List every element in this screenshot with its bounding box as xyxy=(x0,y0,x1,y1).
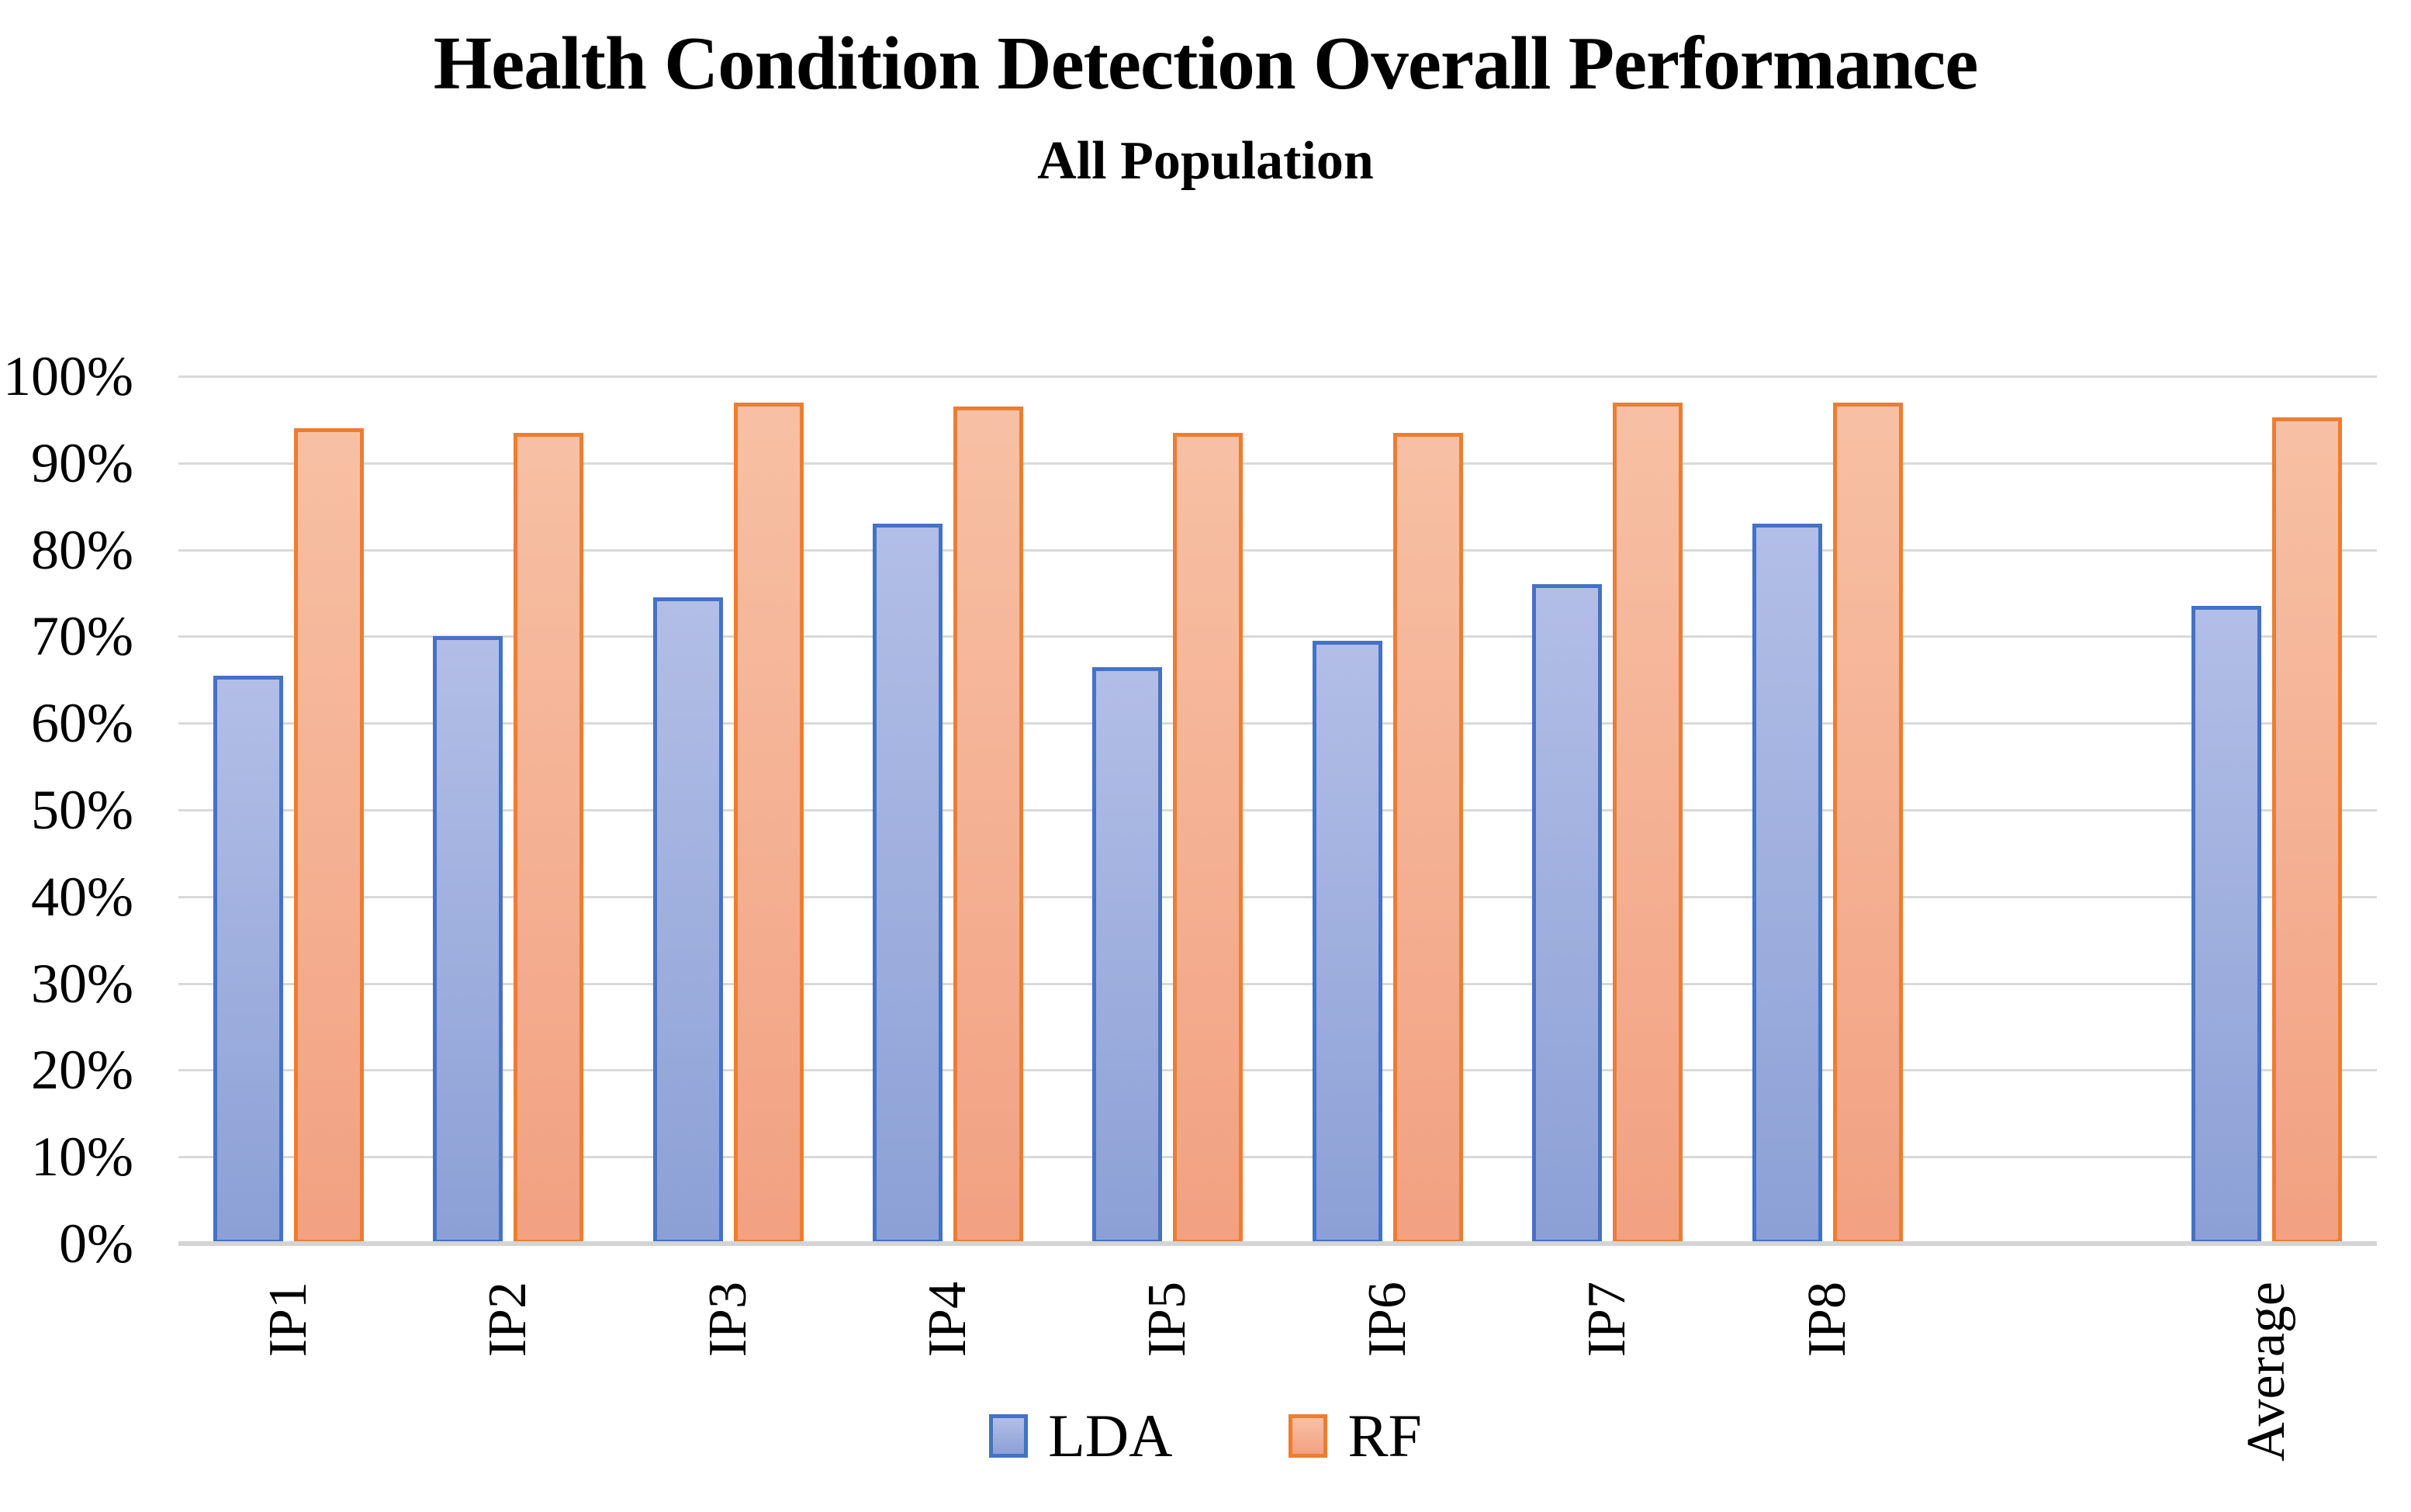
gridline xyxy=(178,722,2377,725)
plot-area xyxy=(178,375,2377,1246)
bar-lda-ip3 xyxy=(653,597,723,1244)
bar-lda-ip4 xyxy=(873,524,943,1244)
gridline xyxy=(178,1156,2377,1158)
gridline xyxy=(178,896,2377,898)
legend-item-rf: RF xyxy=(1289,1402,1422,1469)
bar-lda-ip5 xyxy=(1092,667,1162,1244)
bar-rf-average xyxy=(2272,417,2342,1244)
bar-rf-ip6 xyxy=(1393,433,1463,1244)
bar-rf-ip7 xyxy=(1613,403,1683,1244)
bar-lda-ip6 xyxy=(1313,641,1382,1244)
y-tick-label-0: 0% xyxy=(59,1213,133,1275)
gridline xyxy=(178,1069,2377,1071)
x-category-label-ip5: IP5 xyxy=(1137,1282,1197,1358)
bar-rf-ip3 xyxy=(734,403,804,1244)
legend-label-rf: RF xyxy=(1347,1402,1422,1469)
x-category-label-ip7: IP7 xyxy=(1577,1282,1637,1358)
y-tick-label-80: 80% xyxy=(31,519,133,581)
y-tick-label-40: 40% xyxy=(31,866,133,928)
y-tick-label-10: 10% xyxy=(31,1126,133,1188)
bar-rf-ip2 xyxy=(514,433,583,1244)
bar-lda-ip8 xyxy=(1752,524,1822,1244)
bar-lda-ip7 xyxy=(1532,584,1602,1244)
bar-rf-ip1 xyxy=(294,428,364,1244)
legend: LDA RF xyxy=(0,1406,2411,1466)
x-category-label-ip2: IP2 xyxy=(478,1282,538,1358)
bar-rf-ip5 xyxy=(1173,433,1243,1244)
y-tick-label-100: 100% xyxy=(3,345,133,407)
x-category-label-ip1: IP1 xyxy=(258,1282,318,1358)
gridline xyxy=(178,462,2377,465)
gridline xyxy=(178,983,2377,985)
chart-subtitle: All Population xyxy=(1037,131,1374,191)
gridline xyxy=(178,635,2377,638)
bar-lda-ip1 xyxy=(213,676,283,1244)
gridline xyxy=(178,549,2377,552)
y-tick-label-60: 60% xyxy=(31,692,133,754)
y-tick-label-90: 90% xyxy=(31,432,133,494)
y-tick-label-30: 30% xyxy=(31,953,133,1015)
bar-lda-average xyxy=(2191,606,2261,1244)
gridline xyxy=(178,809,2377,811)
legend-label-lda: LDA xyxy=(1048,1402,1173,1469)
gridline xyxy=(178,375,2377,378)
bar-rf-ip8 xyxy=(1833,403,1903,1244)
y-tick-label-50: 50% xyxy=(31,779,133,841)
x-category-label-ip4: IP4 xyxy=(918,1282,977,1358)
y-tick-label-70: 70% xyxy=(31,605,133,667)
x-category-label-ip6: IP6 xyxy=(1358,1282,1417,1358)
legend-swatch-rf xyxy=(1289,1414,1328,1458)
legend-swatch-lda xyxy=(989,1414,1029,1458)
x-category-label-ip3: IP3 xyxy=(698,1282,758,1358)
bar-rf-ip4 xyxy=(953,407,1023,1244)
legend-item-lda: LDA xyxy=(989,1406,1172,1466)
y-tick-label-20: 20% xyxy=(31,1039,133,1101)
chart-title: Health Condition Detection Overall Perfo… xyxy=(433,22,1979,105)
x-category-label-ip8: IP8 xyxy=(1797,1282,1857,1358)
bar-lda-ip2 xyxy=(433,636,503,1244)
x-axis-baseline xyxy=(178,1241,2377,1246)
